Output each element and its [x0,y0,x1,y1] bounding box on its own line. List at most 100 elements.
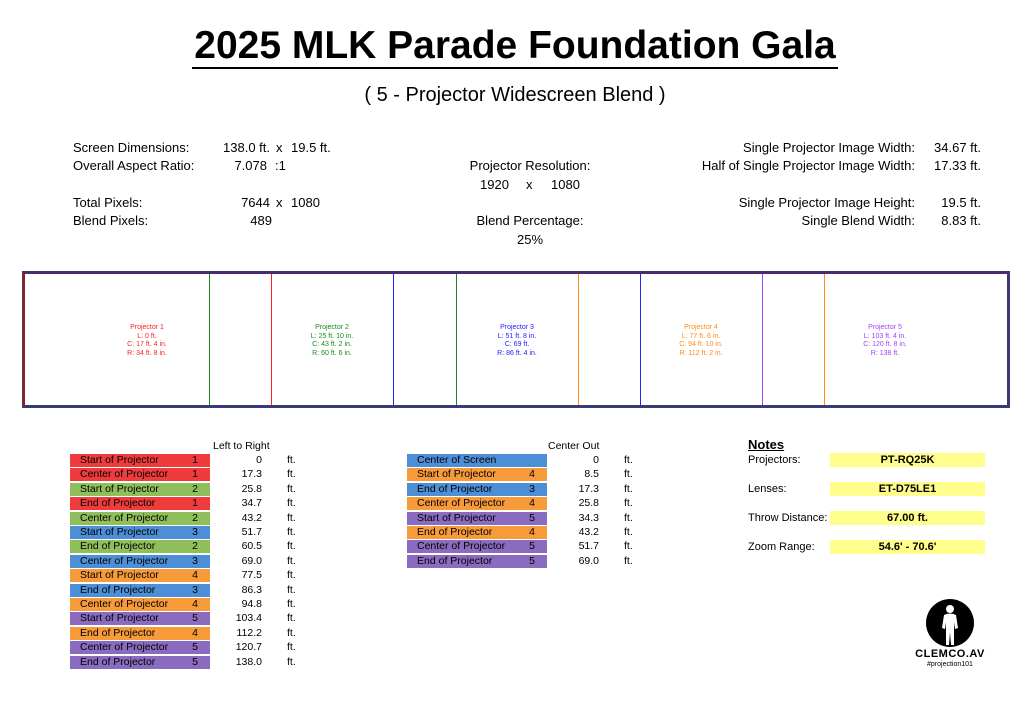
row-distance-value: 34.3 [578,511,599,524]
screen-blend-diagram: Projector 1 L: 0 ft. C: 17 ft. 4 in. R: … [22,271,1010,408]
projector-3-left-edge [393,274,394,405]
single-image-height-label: Single Projector Image Height: [738,195,915,210]
row-distance-value: 8.5 [584,468,599,481]
projector-3-label: Projector 3 L: 51 ft. 8 in. C: 69 ft. R:… [457,324,577,358]
screen-height-value: 19.5 ft. [291,140,331,155]
projector-5-left-edge [762,274,763,405]
row-label: Start of Projector [70,526,170,539]
row-projector-number: 3 [170,526,210,539]
row-projector-number: 4 [170,598,210,611]
row-label: End of Projector [70,583,170,597]
table-row: End of Projector 2 60.5 ft. [70,540,310,554]
row-projector-number: 4 [170,626,210,640]
row-distance-value: 51.7 [578,540,599,553]
table-row: Start of Projector 2 25.8 ft. [70,482,310,496]
blend-percentage-value: 25% [516,232,544,247]
table-row: End of Projector 3 86.3 ft. [70,583,310,597]
row-unit: ft. [287,482,296,495]
projector-name: Projector 5 [868,324,902,331]
row-unit: ft. [287,626,296,639]
row-distance-value: 60.5 [241,540,262,553]
screen-width-value: 138.0 ft. [223,140,270,155]
row-unit: ft. [624,454,633,466]
table-row: Center of Screen 0 ft. [407,454,647,467]
projector-center: C: 120 ft. 8 in. [863,341,907,348]
row-projector-number: 1 [170,468,210,482]
blend-pixels-value: 489 [250,213,272,228]
projector-name: Projector 2 [315,324,349,331]
row-distance-value: 69.0 [578,554,599,567]
row-projector-number: 4 [507,468,547,482]
projector-resolution-height: 1080 [551,177,580,192]
blend-percentage-label: Blend Percentage: [476,213,584,228]
row-projector-number: 2 [170,482,210,496]
table-row: End of Projector 3 17.3 ft. [407,482,647,496]
row-label: Start of Projector [407,468,507,482]
projector-4-left-edge [578,274,579,405]
single-image-height-value: 19.5 ft. [941,195,981,210]
row-label: End of Projector [70,540,170,554]
row-projector-number: 4 [170,569,210,583]
row-label: Center of Projector [70,554,170,568]
aspect-ratio-suffix: :1 [275,158,286,173]
row-projector-number: 1 [170,497,210,511]
row-unit: ft. [287,641,296,654]
table-row: End of Projector 4 112.2 ft. [70,626,310,640]
row-projector-number: 1 [170,454,210,467]
row-distance-value: 69.0 [241,554,262,567]
row-label: Center of Projector [70,468,170,482]
table-row: End of Projector 5 138.0 ft. [70,655,310,669]
table-row: Start of Projector 1 0 ft. [70,454,310,467]
notes-projectors-value: PT-RQ25K [830,453,985,467]
projector-center: C: 94 ft. 10 in. [679,341,723,348]
table-row: Start of Projector 5 103.4 ft. [70,612,310,626]
row-label: Center of Projector [407,540,507,554]
aspect-ratio-label: Overall Aspect Ratio: [73,158,195,173]
row-label: Start of Projector [70,454,170,467]
row-distance-value: 17.3 [578,482,599,495]
row-label: End of Projector [70,655,170,669]
table-row: Center of Projector 1 17.3 ft. [70,468,310,482]
notes-throw-distance-value: 67.00 ft. [830,511,985,525]
projector-5-label: Projector 5 L: 103 ft. 4 in. C: 120 ft. … [825,324,945,358]
projector-name: Projector 1 [130,324,164,331]
row-label: End of Projector [407,554,507,568]
table-row: Center of Projector 2 43.2 ft. [70,511,310,525]
row-distance-value: 94.8 [241,598,262,610]
projector-1-label: Projector 1 L: 0 ft. C: 17 ft. 4 in. R: … [87,324,207,358]
row-distance-value: 120.7 [235,641,262,654]
projector-name: Projector 4 [684,324,718,331]
notes-lenses-label: Lenses: [748,483,787,495]
table-row: Start of Projector 5 34.3 ft. [407,511,647,525]
row-label: End of Projector [407,526,507,539]
projector-1-right-edge [271,274,272,405]
projector-center: C: 69 ft. [504,341,530,348]
projector-right: R: 34 ft. 8 in. [127,349,167,357]
row-unit: ft. [287,526,296,538]
row-unit: ft. [624,482,633,495]
table-row: Center of Projector 4 94.8 ft. [70,598,310,611]
table-row: Start of Projector 4 8.5 ft. [407,468,647,482]
row-distance-value: 112.2 [236,626,263,639]
page-title: 2025 MLK Parade Foundation Gala [192,24,838,69]
row-label: Start of Projector [70,482,170,496]
projector-4-right-edge [824,274,825,405]
row-projector-number: 5 [507,554,547,568]
row-label: End of Projector [407,482,507,496]
single-image-width-value: 34.67 ft. [934,140,981,155]
row-unit: ft. [287,569,296,582]
row-distance-value: 51.7 [241,526,262,538]
table-row: End of Projector 1 34.7 ft. [70,497,310,511]
row-label: Center of Screen [407,454,507,467]
row-unit: ft. [287,468,296,481]
row-unit: ft. [287,497,296,510]
row-projector-number: 5 [507,511,547,525]
times-sign: x [276,195,283,210]
screen-dimensions-label: Screen Dimensions: [73,140,190,155]
row-label: Center of Projector [70,641,170,655]
projector-left: L: 25 ft. 10 in. [310,332,354,340]
row-unit: ft. [287,454,296,466]
row-distance-value: 25.8 [241,482,262,495]
row-distance-value: 0 [593,454,599,466]
row-distance-value: 43.2 [578,526,599,538]
